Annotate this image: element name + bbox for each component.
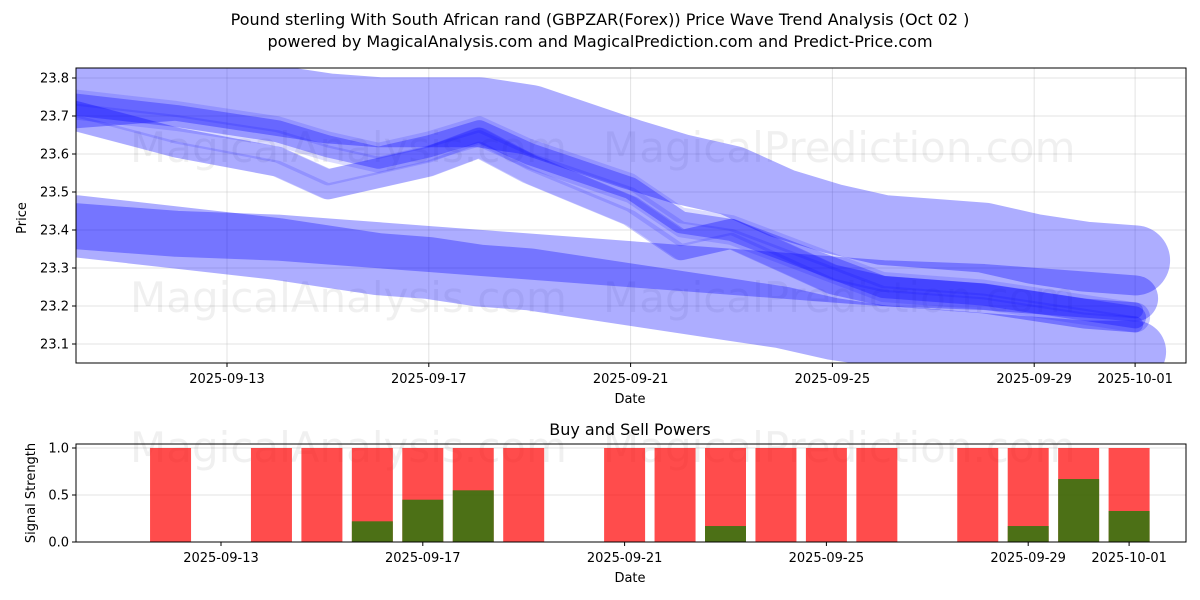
price-waves [76, 68, 1171, 363]
power-axes-frame [75, 443, 1187, 543]
watermark: MagicalAnalysis.com [130, 123, 567, 172]
x-tick-label: 2025-10-01 [1097, 372, 1173, 387]
y-tick-label: 23.4 [40, 224, 69, 239]
wave-wave-trend-mid [76, 203, 1159, 322]
watermark: MagicalPrediction.com [603, 123, 1076, 172]
y-tick-label: 23.7 [40, 110, 69, 125]
x-tick-label: 2025-09-25 [795, 372, 871, 387]
y-tick-label: 0.0 [48, 536, 69, 551]
y-tick-label: 23.1 [40, 338, 69, 353]
sell-bar [250, 448, 292, 542]
buy-bar [402, 499, 444, 542]
buy-bar [1007, 526, 1049, 542]
wave-wave-upper-band [76, 68, 1171, 296]
wave-echo [76, 89, 1144, 319]
wave-wave-low-swing [76, 101, 1151, 333]
y-tick-label: 23.5 [40, 186, 69, 201]
y-tick-label: 23.3 [40, 262, 69, 277]
sell-bar [503, 448, 545, 542]
wave-wave-core [76, 93, 1147, 329]
sell-bar [957, 448, 999, 542]
x-tick-label: 2025-09-21 [593, 372, 669, 387]
y-tick-label: 23.6 [40, 148, 69, 163]
wave-echo [76, 103, 1144, 333]
power-y-label: Signal Strength [24, 443, 39, 543]
x-tick-label: 2025-09-13 [183, 551, 259, 566]
price-watermarks: MagicalAnalysis.com MagicalPrediction.co… [130, 123, 1076, 322]
sell-bar [301, 448, 343, 542]
buy-bar [705, 526, 746, 542]
buy-bar [1108, 510, 1150, 542]
x-tick-label: 2025-09-13 [189, 372, 265, 387]
power-x-label: Date [614, 571, 645, 586]
y-tick-label: 0.5 [48, 489, 69, 504]
buy-bar [452, 490, 494, 542]
x-tick-label: 2025-09-17 [391, 372, 467, 387]
y-tick-label: 23.8 [40, 72, 69, 87]
x-tick-label: 2025-09-25 [789, 551, 865, 566]
power-bars [150, 448, 1150, 542]
sell-bar [604, 448, 646, 542]
sell-bar [805, 448, 847, 542]
price-grid [76, 68, 1186, 363]
power-chart-title: Buy and Sell Powers [549, 420, 711, 439]
price-y-label: Price [15, 202, 30, 234]
sell-bar [755, 448, 797, 542]
x-tick-label: 2025-09-29 [990, 551, 1066, 566]
y-tick-label: 1.0 [48, 442, 69, 457]
watermark: MagicalPrediction.com [603, 273, 1076, 322]
x-tick-label: 2025-09-17 [385, 551, 461, 566]
power-y-ticks: 0.0 0.5 1.0 [48, 442, 76, 551]
buy-bar [351, 521, 393, 542]
sell-bar [150, 448, 192, 542]
x-tick-label: 2025-10-01 [1091, 551, 1167, 566]
sell-bar [856, 448, 898, 542]
price-x-label: Date [614, 392, 645, 407]
chart-subtitle: powered by MagicalAnalysis.com and Magic… [267, 32, 933, 51]
price-y-ticks: 23.1 23.2 23.3 23.4 23.5 23.6 23.7 23.8 [40, 72, 76, 353]
watermark: MagicalAnalysis.com [130, 273, 567, 322]
x-tick-label: 2025-09-21 [587, 551, 663, 566]
sell-bar [654, 448, 696, 542]
x-tick-label: 2025-09-29 [996, 372, 1072, 387]
watermark: MagicalAnalysis.com [130, 423, 567, 472]
price-x-ticks: 2025-09-13 2025-09-17 2025-09-21 2025-09-25… [189, 363, 1173, 387]
y-tick-label: 23.2 [40, 300, 69, 315]
power-x-ticks: 2025-09-13 2025-09-17 2025-09-21 2025-09-25… [183, 542, 1167, 566]
buy-bar [1058, 479, 1100, 542]
wave-wave-lower-band [76, 195, 1167, 363]
wave-echo [76, 101, 1144, 319]
wave-echo [76, 115, 1144, 333]
chart-title: Pound sterling With South African rand (… [230, 10, 970, 29]
